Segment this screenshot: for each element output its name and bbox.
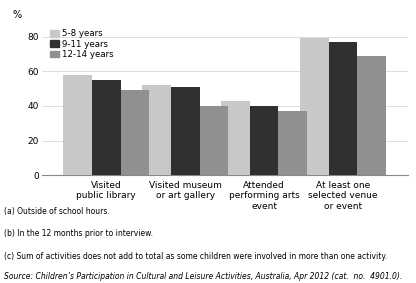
Text: (a) Outside of school hours.: (a) Outside of school hours. bbox=[4, 207, 110, 216]
Bar bbox=[329, 42, 357, 175]
Bar bbox=[142, 85, 171, 175]
Bar bbox=[250, 106, 278, 175]
Text: %: % bbox=[12, 10, 22, 20]
Bar bbox=[92, 80, 121, 175]
Text: Source: Children’s Participation in Cultural and Leisure Activities, Australia, : Source: Children’s Participation in Cult… bbox=[4, 272, 402, 281]
Bar bbox=[171, 87, 200, 175]
Bar bbox=[121, 90, 149, 175]
Text: (b) In the 12 months prior to interview.: (b) In the 12 months prior to interview. bbox=[4, 229, 153, 238]
Legend: 5-8 years, 9-11 years, 12-14 years: 5-8 years, 9-11 years, 12-14 years bbox=[50, 29, 115, 60]
Bar bbox=[200, 106, 228, 175]
Bar bbox=[278, 111, 307, 175]
Bar bbox=[221, 101, 250, 175]
Bar bbox=[63, 75, 92, 175]
Bar bbox=[300, 38, 329, 175]
Text: (c) Sum of activities does not add to total as some children were involved in mo: (c) Sum of activities does not add to to… bbox=[4, 252, 387, 261]
Bar bbox=[357, 56, 386, 175]
